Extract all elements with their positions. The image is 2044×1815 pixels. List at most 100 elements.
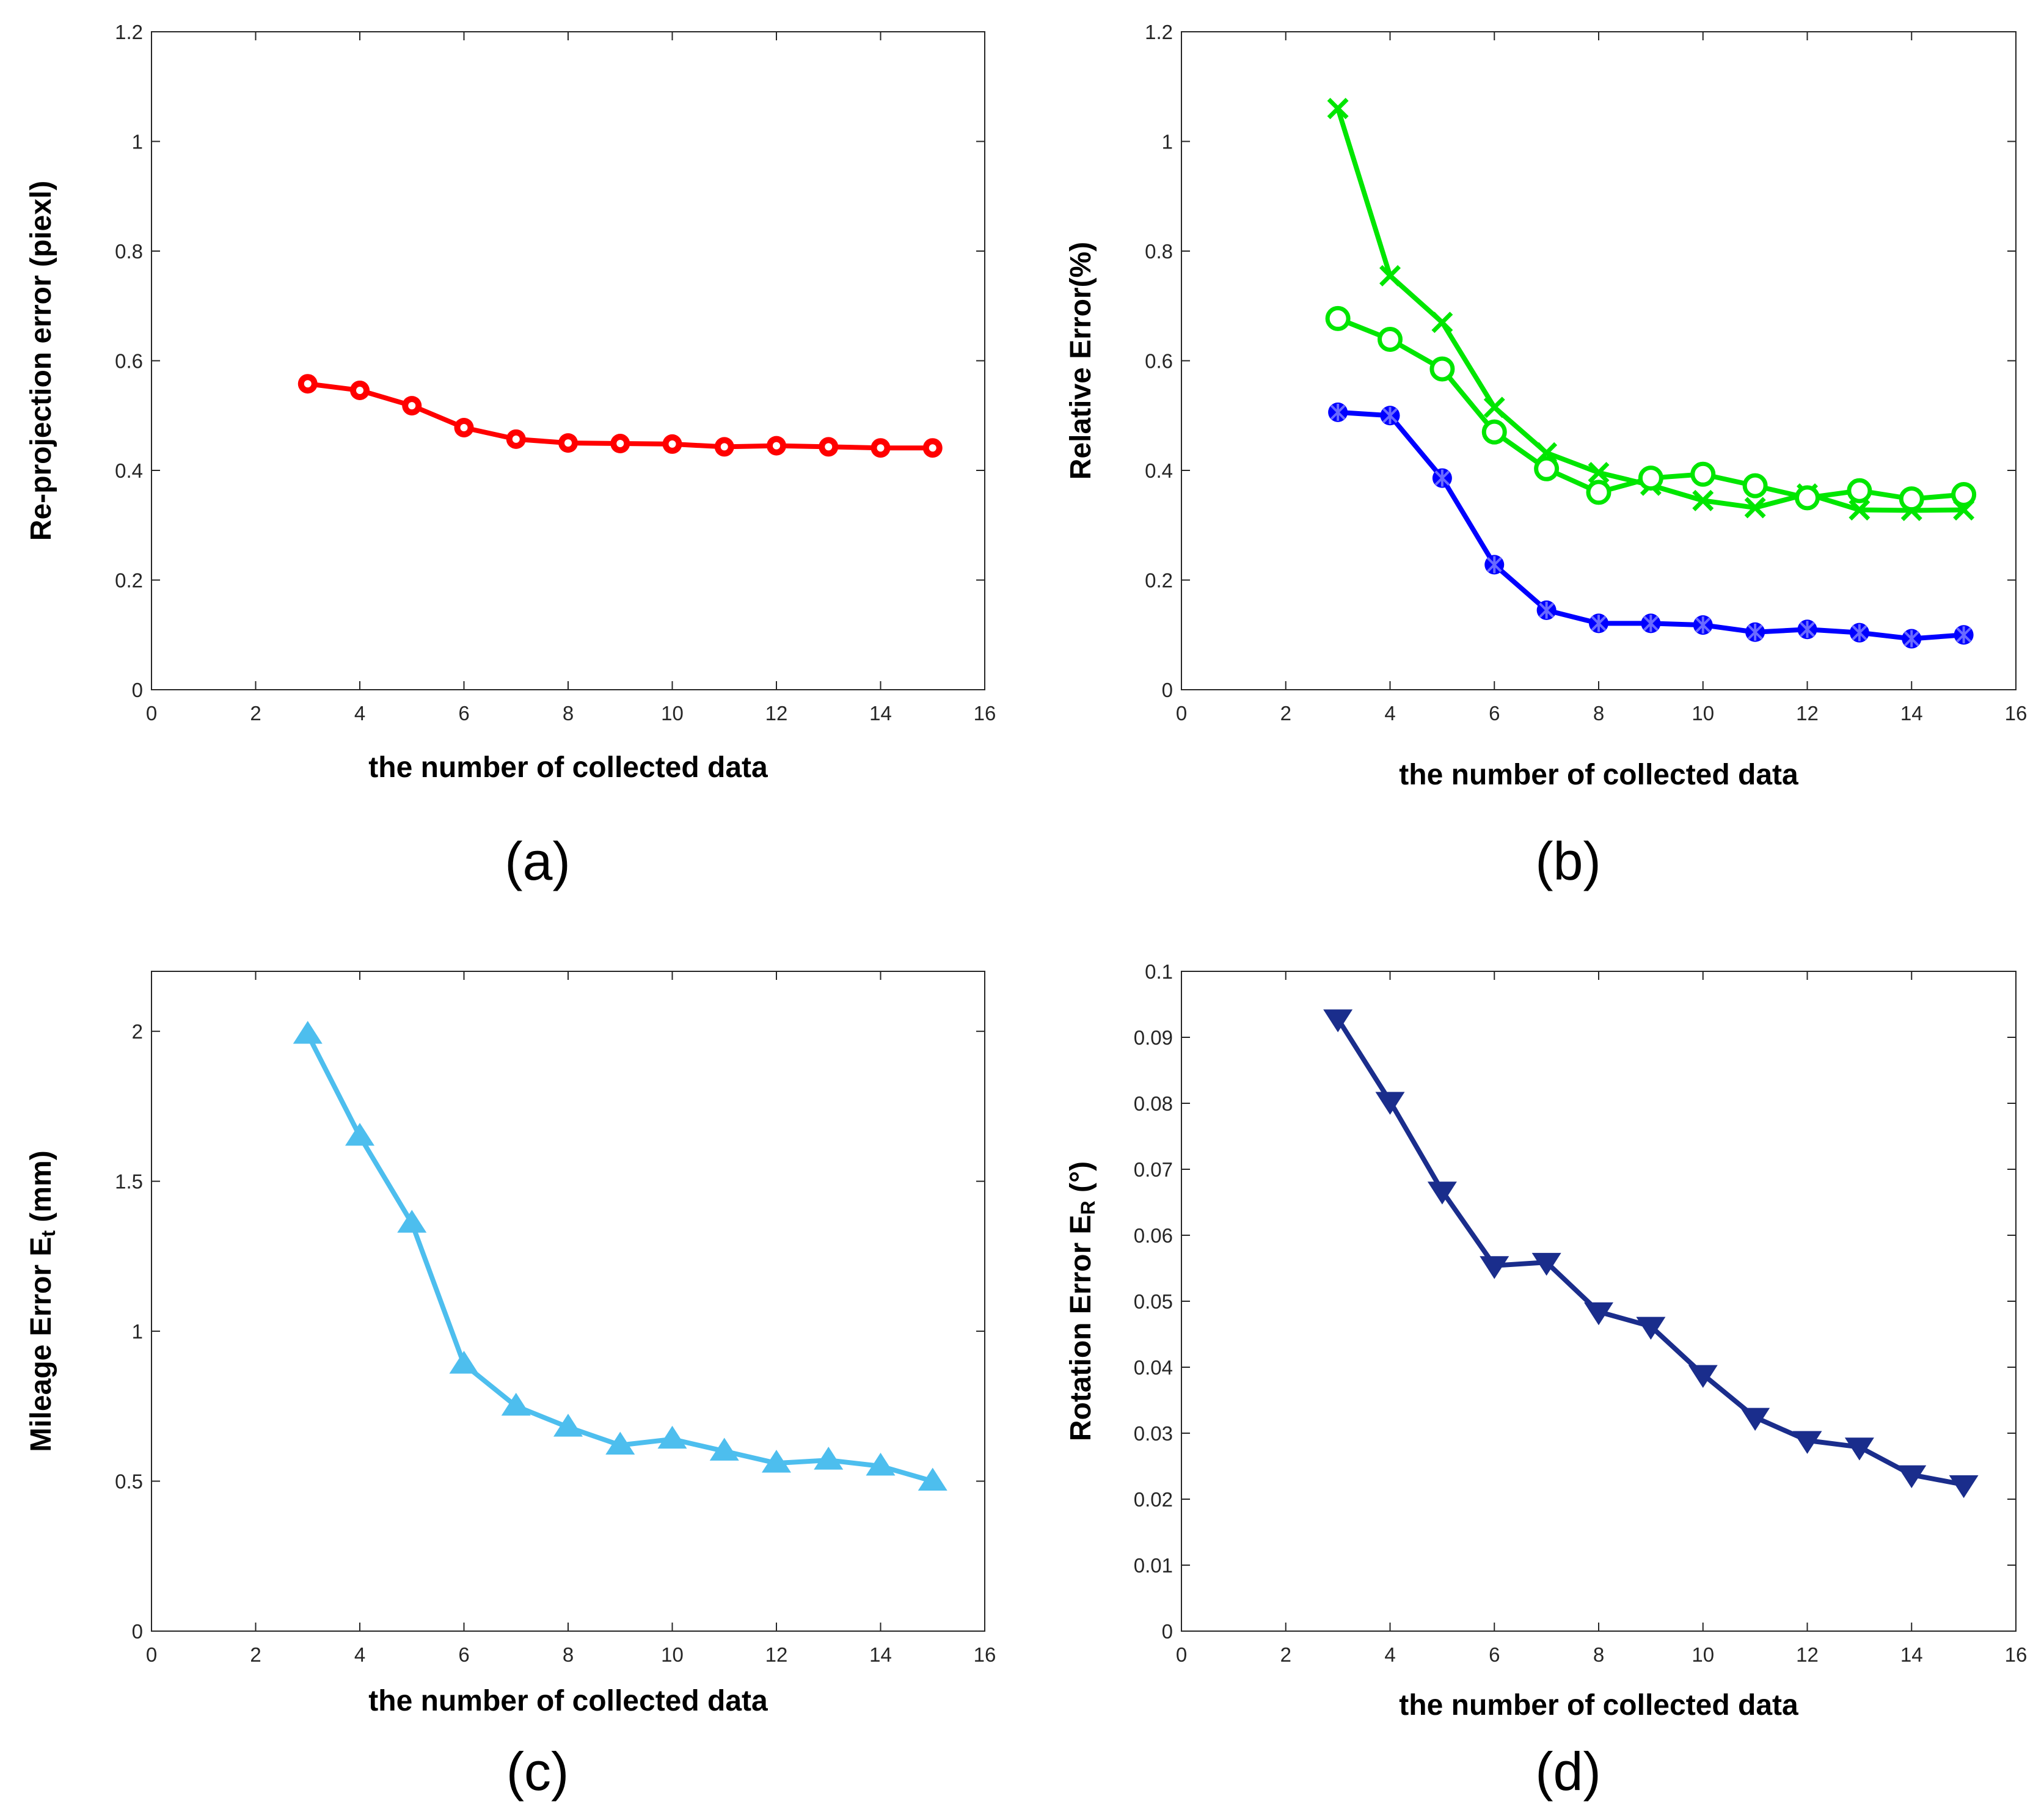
y-tick-label: 0.04: [1134, 1356, 1173, 1379]
x-tick-label: 4: [354, 1643, 365, 1666]
y-tick-label: 1.2: [115, 21, 143, 43]
data-point-center: [356, 386, 363, 394]
data-point: [297, 374, 318, 394]
data-point-star: [1382, 407, 1398, 425]
y-tick-label: 0.5: [115, 1470, 143, 1493]
y-tick-label: 0.01: [1134, 1554, 1173, 1577]
data-point: [1431, 312, 1453, 334]
data-point: [553, 1414, 583, 1437]
y-tick-label: 0.05: [1134, 1290, 1173, 1313]
x-tick-label: 16: [2005, 1643, 2028, 1666]
chart-panel-2: 0 2 4 6 8 10 12 14 16 0 0.2 0.4 0.6 0.8 1 1.2 the number…: [1065, 21, 2028, 891]
data-point: [1954, 625, 1974, 645]
x-tick-label: 6: [1489, 1643, 1500, 1666]
data-point: [1429, 356, 1455, 382]
data-point: [709, 1437, 739, 1461]
y-tick-label: 0.4: [1145, 459, 1173, 482]
x-tick-label: 4: [1384, 1643, 1395, 1666]
data-point: [1693, 615, 1713, 635]
data-point-center: [512, 435, 520, 443]
y-tick-label: 1: [1162, 131, 1173, 153]
plot-area: [1181, 31, 2017, 690]
data-point-star: [1800, 621, 1815, 638]
data-point: [1534, 456, 1560, 481]
data-point: [657, 1425, 687, 1449]
data-point: [293, 1021, 323, 1044]
data-point-center: [460, 423, 468, 431]
x-tick-label: 0: [1176, 1643, 1187, 1666]
data-point: [1744, 497, 1766, 519]
data-point-star: [1903, 630, 1919, 648]
data-point-star: [1434, 469, 1450, 487]
data-point-center: [773, 442, 780, 450]
data-point: [345, 1123, 374, 1146]
y-tick-label: 0.6: [115, 350, 143, 373]
y-tick-label: 0: [1162, 679, 1173, 701]
data-point: [1427, 1181, 1457, 1205]
x-tick-label: 12: [1796, 1643, 1819, 1666]
x-tick-label: 4: [354, 702, 365, 725]
data-point: [1536, 600, 1557, 620]
data-point: [871, 438, 891, 458]
data-point-center: [929, 444, 936, 452]
x-tick-label: 14: [869, 702, 892, 725]
data-point: [1323, 1009, 1353, 1032]
data-point-star: [1643, 615, 1659, 632]
chart-panel-4: 0 2 4 6 8 10 12 14 16 0 0.01 0.02 0.03 0.04 0.05 0.06 0.…: [1065, 960, 2028, 1802]
data-point: [1584, 1302, 1613, 1326]
data-point: [819, 437, 839, 457]
series-1: [1323, 1009, 1979, 1499]
data-point: [1483, 396, 1505, 418]
data-point: [814, 1447, 844, 1470]
data-point: [605, 1431, 635, 1455]
data-point: [1795, 485, 1820, 511]
y-tick-label: 0.8: [1145, 240, 1173, 263]
y-tick-label: 1: [132, 131, 143, 153]
panel-label: (b): [1535, 831, 1601, 891]
data-point: [1328, 402, 1348, 422]
data-point: [558, 433, 578, 453]
x-tick-label: 16: [2005, 702, 2028, 725]
data-point-star: [1486, 556, 1502, 574]
data-point: [1899, 486, 1924, 512]
data-point: [1432, 468, 1452, 488]
data-point: [1897, 1465, 1927, 1489]
data-point: [866, 1453, 896, 1476]
y-tick-label: 0.8: [115, 240, 143, 263]
data-point-center: [668, 440, 676, 448]
chart-panel-1: 0 2 4 6 8 10 12 14 16 0 0.2 0.4 0.6 0.8 1 1.2 the number…: [25, 21, 996, 891]
plot-area: [1181, 971, 2017, 1632]
x-tick-label: 10: [661, 702, 684, 725]
data-point: [922, 438, 943, 458]
data-point: [1380, 406, 1400, 426]
data-point: [1951, 481, 1977, 507]
x-tick-label: 4: [1384, 702, 1395, 725]
data-point-star: [1747, 623, 1763, 641]
data-point-star: [1852, 624, 1867, 641]
data-point: [1740, 1408, 1770, 1431]
data-point-center: [616, 440, 624, 448]
y-tick-label: 0.2: [1145, 569, 1173, 592]
y-tick-label: 0.02: [1134, 1488, 1173, 1511]
data-point-center: [304, 380, 312, 388]
data-point: [350, 380, 370, 400]
x-axis-label: the number of collected data: [368, 751, 768, 784]
data-point: [610, 434, 630, 454]
data-point: [1638, 466, 1663, 491]
y-tick-label: 0.1: [1145, 960, 1173, 983]
data-point: [1688, 1365, 1718, 1388]
x-axis-label: the number of collected data: [1399, 759, 1798, 791]
data-point: [449, 1351, 479, 1374]
y-axis-label: Relative Error(%): [1065, 242, 1097, 480]
x-tick-label: 2: [1280, 1643, 1291, 1666]
y-axis-label: Re-projection error (piexl): [25, 181, 57, 541]
data-point: [1902, 629, 1922, 649]
y-tick-label: 0: [1162, 1620, 1173, 1643]
data-point-center: [720, 443, 728, 451]
y-tick-label: 1.2: [1145, 21, 1173, 43]
x-tick-label: 6: [458, 1643, 469, 1666]
y-tick-label: 0.09: [1134, 1026, 1173, 1049]
series-1: [293, 1021, 947, 1491]
x-tick-label: 0: [1176, 702, 1187, 725]
